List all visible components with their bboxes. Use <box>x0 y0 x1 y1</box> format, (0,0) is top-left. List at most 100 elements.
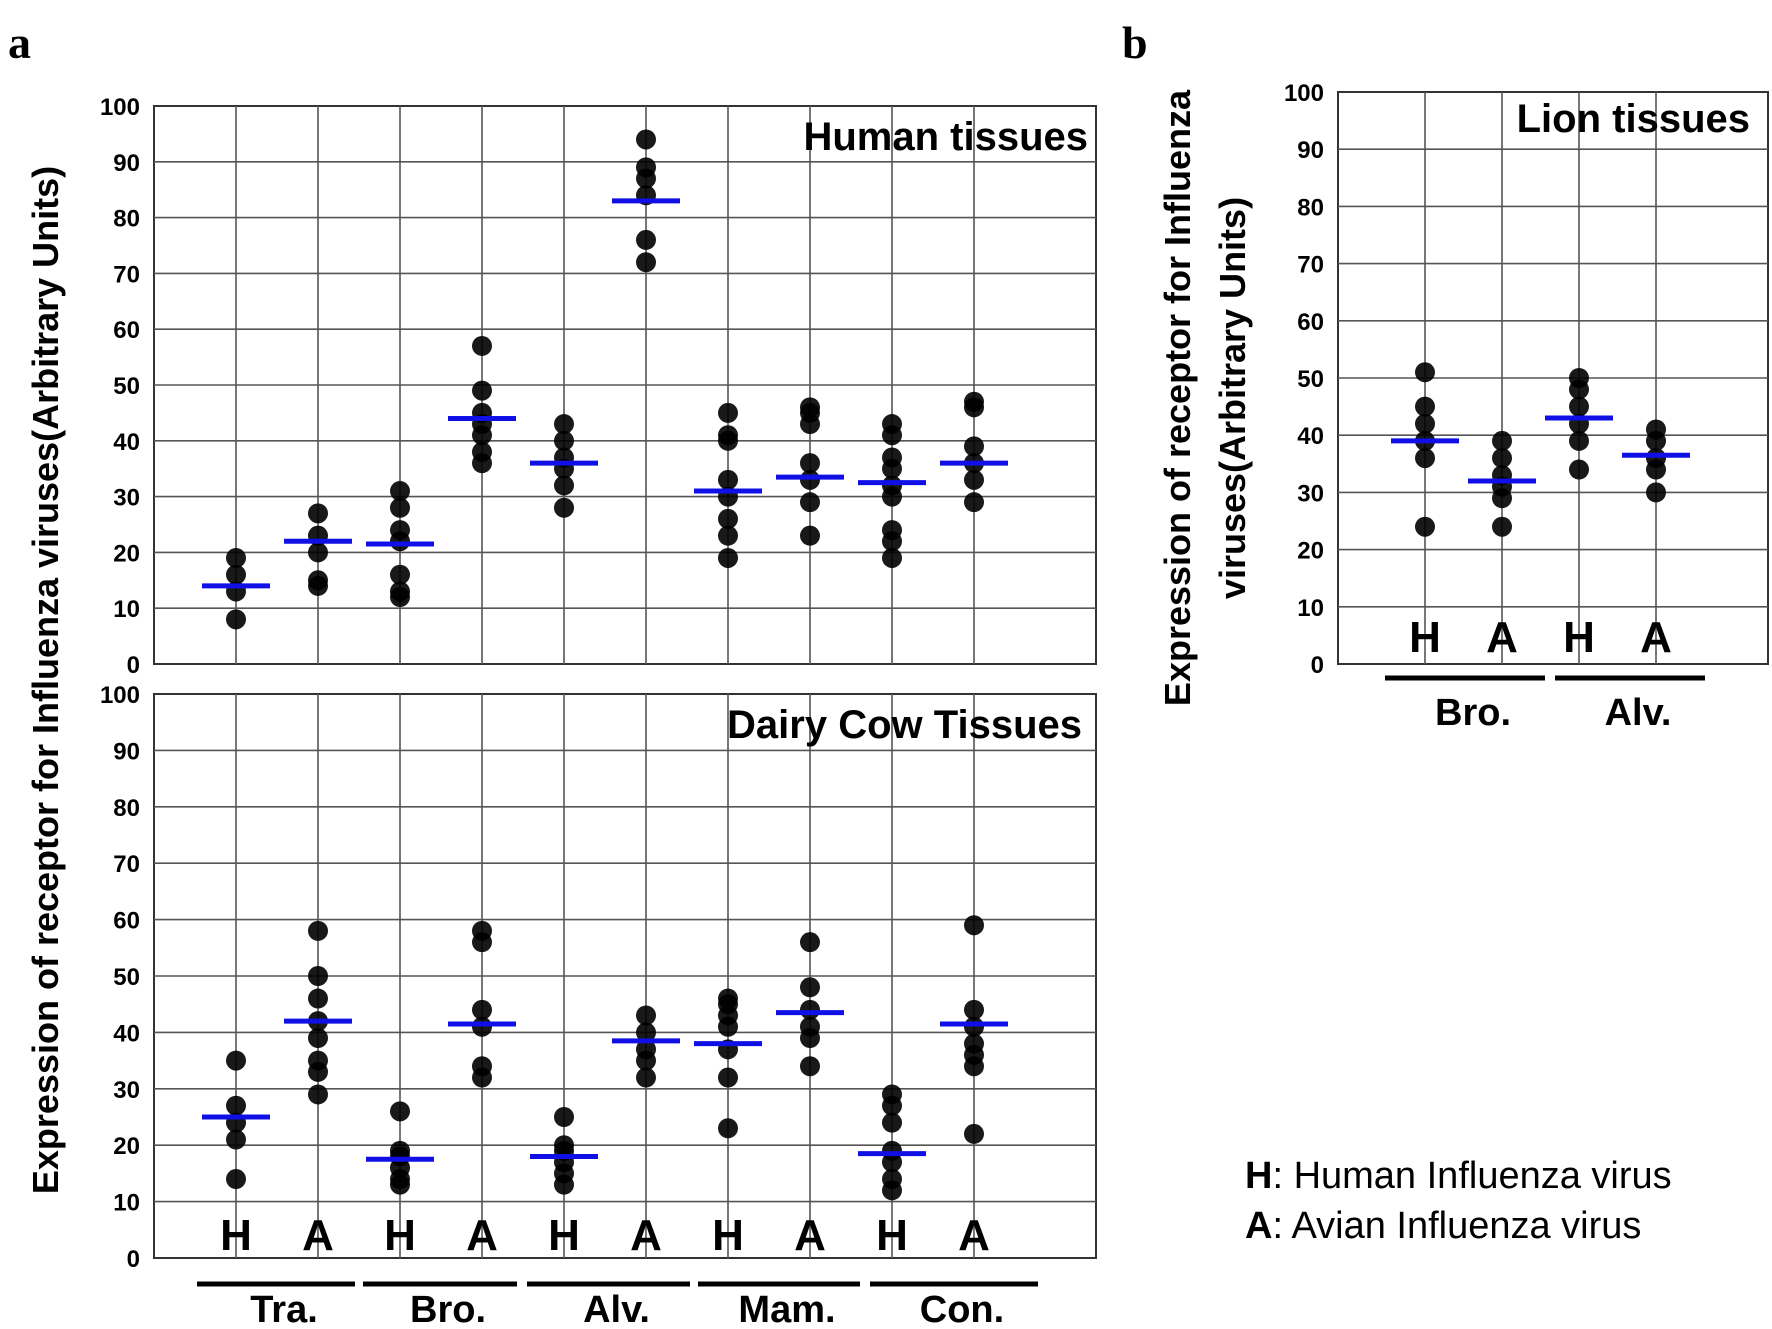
group-label: Bro. <box>1435 692 1511 734</box>
data-point <box>636 1067 656 1088</box>
column-label: H <box>220 1211 252 1260</box>
data-point <box>1569 368 1589 388</box>
data-point <box>226 1129 246 1150</box>
column-label: A <box>302 1211 334 1260</box>
data-point <box>472 380 492 401</box>
data-point <box>800 932 820 953</box>
legend-text-human: : Human Influenza virus <box>1272 1155 1671 1197</box>
data-point <box>472 920 492 941</box>
y-tick-label: 30 <box>113 1077 140 1104</box>
column-label: A <box>1640 613 1672 662</box>
y-tick-label: 50 <box>113 964 140 991</box>
y-tick-label: 20 <box>113 540 140 567</box>
panel-b-label: b <box>1122 17 1148 68</box>
column-label: H <box>384 1211 416 1260</box>
data-point <box>226 1169 246 1190</box>
data-point <box>800 1016 820 1037</box>
y-tick-label: 10 <box>113 596 140 623</box>
data-point <box>800 397 820 418</box>
data-point <box>882 414 902 435</box>
data-point <box>636 157 656 178</box>
legend-key-human: H <box>1245 1155 1272 1197</box>
data-point <box>800 999 820 1020</box>
data-point <box>882 1169 902 1190</box>
data-point <box>882 1084 902 1105</box>
data-point <box>964 915 984 936</box>
data-point <box>1492 448 1512 469</box>
column-label: A <box>1486 613 1518 662</box>
data-point <box>636 1022 656 1043</box>
column-label: A <box>958 1211 990 1260</box>
plot-title: Lion tissues <box>1517 97 1750 141</box>
data-point <box>554 497 574 518</box>
legend-item-human: H: Human Influenza virus <box>1245 1155 1672 1197</box>
y-tick-label: 20 <box>1297 538 1324 565</box>
data-point <box>390 581 410 602</box>
data-point <box>1569 459 1589 480</box>
data-point <box>226 547 246 568</box>
data-point <box>308 920 328 941</box>
column-label: A <box>794 1211 826 1260</box>
legend-key-avian: A <box>1245 1205 1272 1247</box>
data-point <box>964 1123 984 1144</box>
data-point <box>800 977 820 998</box>
data-point <box>1415 362 1435 383</box>
data-point <box>472 1056 492 1077</box>
data-point <box>718 525 738 546</box>
data-point <box>308 1084 328 1105</box>
y-tick-label: 60 <box>113 908 140 935</box>
y-tick-label: 100 <box>1284 80 1324 107</box>
data-point <box>718 547 738 568</box>
data-point <box>882 447 902 468</box>
y-tick-label: 80 <box>1297 194 1324 221</box>
y-tick-label: 90 <box>1297 137 1324 164</box>
plot-human-tissues: 0 10 20 30 40 50 60 70 80 90 100 Human tissues <box>100 94 1097 679</box>
y-tick-label: 0 <box>127 1246 140 1273</box>
data-point <box>1569 396 1589 417</box>
y-tick-label: 0 <box>1311 652 1324 679</box>
data-point <box>308 1028 328 1049</box>
data-point <box>308 542 328 563</box>
data-point <box>390 564 410 585</box>
column-label: A <box>630 1211 662 1260</box>
data-point <box>718 425 738 446</box>
data-point <box>554 475 574 496</box>
data-point <box>308 1050 328 1071</box>
y-tick-label: 90 <box>113 738 140 765</box>
y-tick-label: 40 <box>113 429 140 456</box>
data-point <box>226 609 246 630</box>
data-point <box>882 1112 902 1133</box>
panel-a-label: a <box>8 17 31 68</box>
data-point <box>636 1039 656 1060</box>
y-tick-label: 40 <box>113 1020 140 1047</box>
column-label: H <box>1563 613 1595 662</box>
data-point <box>1415 396 1435 417</box>
group-label: Bro. <box>410 1289 486 1329</box>
group-label: Tra. <box>250 1289 318 1329</box>
data-point <box>964 436 984 457</box>
y-tick-label: 30 <box>1297 480 1324 507</box>
column-label: H <box>876 1211 908 1260</box>
y-tick-label: 50 <box>113 373 140 400</box>
data-point <box>308 503 328 524</box>
data-point <box>1415 516 1435 537</box>
data-point <box>800 525 820 546</box>
y-tick-label: 70 <box>113 261 140 288</box>
data-point <box>308 988 328 1009</box>
legend-text-avian: : Avian Influenza virus <box>1272 1205 1641 1247</box>
data-point <box>718 1118 738 1139</box>
data-point <box>554 1135 574 1156</box>
data-point <box>636 229 656 250</box>
data-point <box>964 391 984 412</box>
data-point <box>1569 430 1589 451</box>
group-label: Con. <box>920 1289 1004 1329</box>
group-label: Alv. <box>583 1289 650 1329</box>
y-tick-label: 70 <box>1297 252 1324 279</box>
data-point <box>1415 413 1435 434</box>
data-point <box>226 1095 246 1116</box>
data-point <box>1646 482 1666 503</box>
y-tick-label: 60 <box>1297 309 1324 336</box>
data-point <box>472 999 492 1020</box>
data-point <box>390 1101 410 1122</box>
